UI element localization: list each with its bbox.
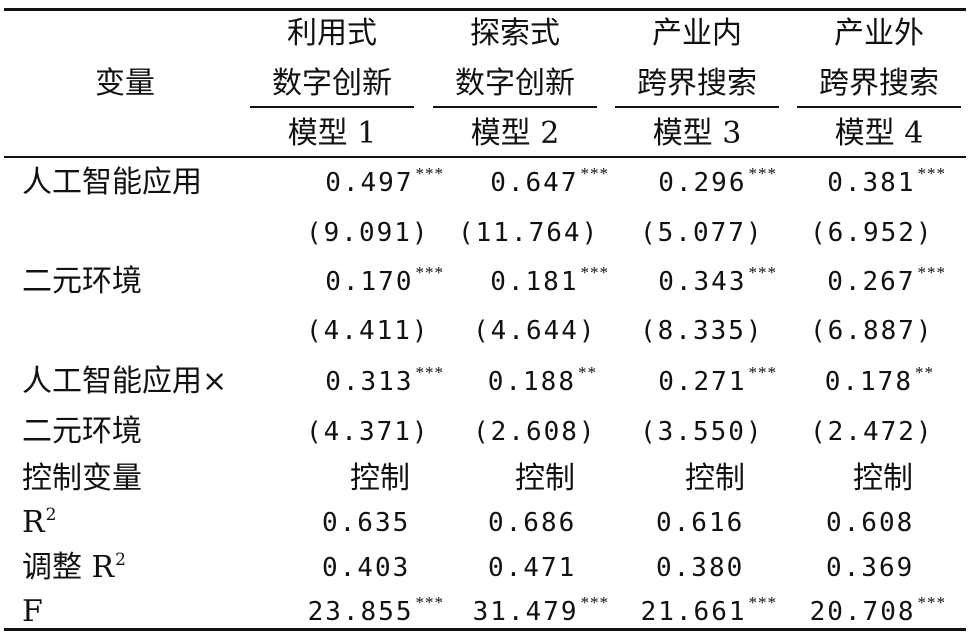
control-cell: 控制 [515,461,575,496]
f-cell: 20.708 *** [809,593,946,627]
control-cell: 控制 [350,461,410,496]
f-cell: 21.661 *** [640,593,777,627]
tstat-cell: (9.091) [306,218,430,248]
coef-cell: 0.271 *** [658,363,777,397]
tstat-cell: (2.472) [810,417,934,447]
r2-cell: 0.616 [656,508,745,538]
coef-cell: 0.381 *** [827,164,946,198]
row-label-interaction-line1: 人工智能应用× [22,364,228,399]
row-label-f: F [22,594,43,629]
tstat-cell: (6.952) [810,218,934,248]
coef-cell: 0.267 *** [827,263,946,297]
coef-cell: 0.647 *** [490,164,609,198]
tstat-cell: (5.077) [640,218,764,248]
r2-cell: 0.686 [488,508,577,538]
top-rule [4,8,966,11]
control-cell: 控制 [853,461,913,496]
col4-header-line2: 跨界搜索 [819,66,939,101]
coef-cell: 0.170 *** [325,263,444,297]
tstat-cell: (3.550) [640,417,764,447]
row-label-control: 控制变量 [22,461,142,496]
col1-underline [250,106,414,108]
bottom-rule [4,628,966,631]
row-label-env: 二元环境 [22,264,142,299]
adj-r2-cell: 0.471 [488,553,577,583]
col2-underline [433,106,597,108]
control-cell: 控制 [685,461,745,496]
tstat-cell: (4.644) [473,316,597,346]
col1-header-line1: 利用式 [287,16,377,51]
col4-underline [797,106,961,108]
coef-cell: 0.296 *** [658,164,777,198]
col4-model-label: 模型 4 [834,116,924,151]
tstat-cell: (4.371) [306,417,430,447]
row-label-ai: 人工智能应用 [22,165,202,200]
col1-model-label: 模型 1 [287,116,377,151]
col3-header-line1: 产业内 [652,16,742,51]
r2-cell: 0.635 [322,508,411,538]
coef-cell: 0.188 ** [487,363,597,397]
tstat-cell: (2.608) [473,417,597,447]
col3-underline [615,106,779,108]
coef-cell: 0.313 *** [325,363,444,397]
coef-cell: 0.343 *** [658,263,777,297]
tstat-cell: (11.764) [458,218,600,248]
col2-model-label: 模型 2 [470,116,560,151]
row-label-r2: R2 [22,505,57,540]
tstat-cell: (4.411) [306,316,430,346]
col2-header-line2: 数字创新 [455,66,575,101]
col3-model-label: 模型 3 [652,116,742,151]
coef-cell: 0.178 ** [824,363,934,397]
col2-header-line1: 探索式 [470,16,560,51]
row-label-interaction-line2: 二元环境 [22,414,142,449]
col3-header-line2: 跨界搜索 [637,66,757,101]
f-cell: 31.479 *** [472,593,609,627]
adj-r2-cell: 0.403 [322,553,411,583]
tstat-cell: (6.887) [810,316,934,346]
adj-r2-cell: 0.380 [656,553,745,583]
col4-header-line1: 产业外 [834,16,924,51]
coef-cell: 0.181 *** [490,263,609,297]
stub-header: 变量 [95,66,155,101]
col1-header-line2: 数字创新 [272,66,392,101]
adj-r2-cell: 0.369 [826,553,915,583]
tstat-cell: (8.335) [640,316,764,346]
row-label-adj-r2: 调整 R2 [22,550,126,585]
r2-cell: 0.608 [826,508,915,538]
header-rule [4,156,966,158]
coef-cell: 0.497 *** [325,164,444,198]
f-cell: 23.855 *** [307,593,444,627]
